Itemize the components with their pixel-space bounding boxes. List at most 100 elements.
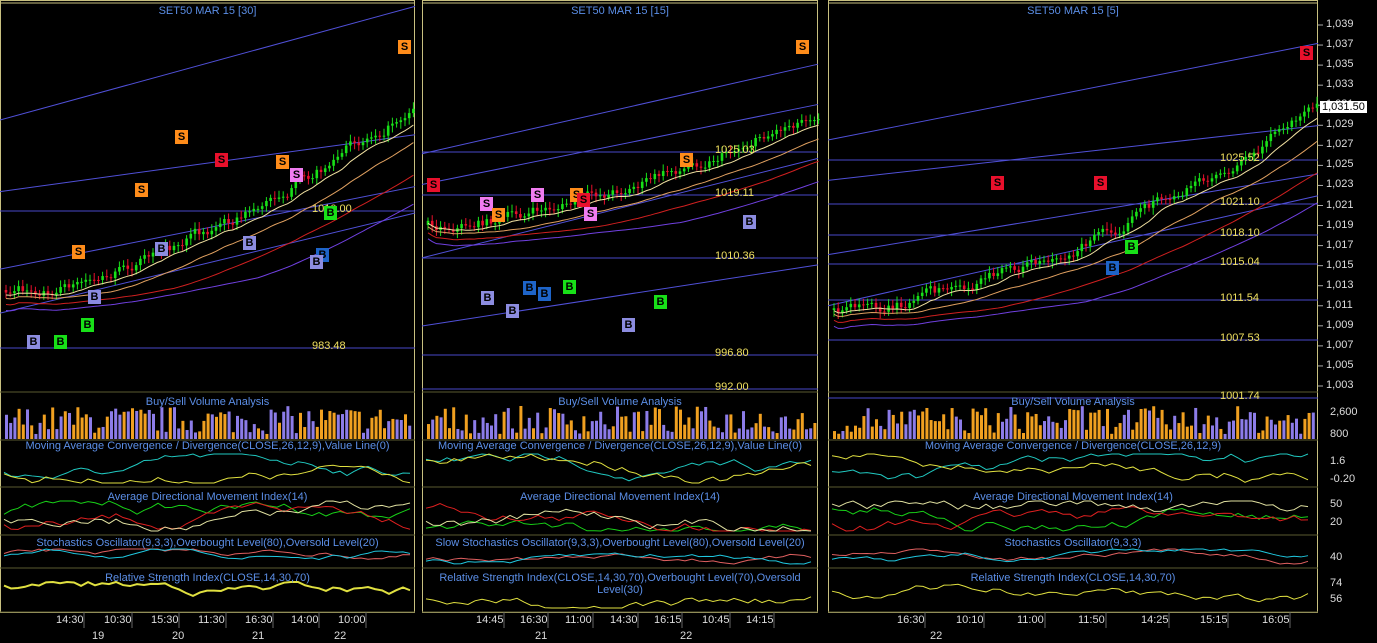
price-label: 1015.04	[1220, 256, 1260, 268]
moving-average	[427, 124, 819, 231]
volume-bar	[1059, 427, 1063, 439]
price-label: 1018.10	[1220, 227, 1260, 239]
candle-body	[21, 286, 25, 292]
candle-body	[34, 291, 37, 295]
volume-bar	[303, 427, 307, 439]
candle-body	[853, 303, 857, 308]
time-label: 14:45	[476, 614, 504, 626]
time-label: 16:30	[520, 614, 548, 626]
volume-bar	[464, 414, 468, 439]
candle-body	[941, 288, 945, 290]
volume-bar	[1152, 406, 1156, 439]
candle-body	[1021, 266, 1025, 272]
volume-bar	[1114, 426, 1118, 439]
candle-body	[750, 146, 753, 148]
volume-bar	[561, 413, 565, 439]
signal-marker: B	[743, 215, 756, 229]
indicator-line	[3, 500, 411, 519]
candle-body	[1059, 258, 1063, 260]
volume-bar	[1219, 428, 1223, 439]
candle-body	[857, 304, 861, 308]
volume-bar	[582, 416, 586, 439]
candle-body	[311, 178, 314, 180]
candle-body	[962, 285, 966, 289]
candle-body	[565, 203, 568, 205]
volume-bar	[1177, 423, 1181, 439]
signal-marker: S	[492, 208, 505, 222]
volume-bar	[1169, 429, 1172, 439]
candle-body	[1130, 216, 1134, 223]
time-label: 16:15	[654, 614, 682, 626]
volume-bar	[590, 421, 594, 439]
candle-body	[485, 219, 489, 226]
volume-bar	[114, 408, 118, 439]
volume-bar	[887, 409, 891, 439]
candle-body	[353, 141, 356, 143]
volume-bar	[345, 409, 349, 439]
volume-bar	[1215, 417, 1219, 439]
candle-body	[724, 152, 728, 154]
volume-bar	[1110, 433, 1114, 439]
indicator-title: Stochastics Oscillator(9,3,3)	[1004, 537, 1142, 549]
volume-bar	[975, 411, 979, 439]
candle-body	[870, 302, 874, 304]
volume-bar	[858, 427, 862, 439]
volume-bar	[784, 416, 787, 439]
trend-line	[0, 5, 416, 121]
candle-body	[130, 268, 134, 271]
candle-body	[1181, 195, 1184, 197]
volume-bar	[89, 417, 92, 439]
volume-bar	[779, 417, 783, 439]
candle-body	[277, 197, 281, 199]
volume-bar	[1143, 408, 1147, 439]
price-axis-label: 1,019	[1326, 218, 1354, 231]
moving-average	[427, 181, 819, 247]
candle-body	[55, 292, 58, 296]
volume-bar	[578, 433, 582, 439]
volume-bar	[1017, 428, 1021, 439]
indicator-title: Average Directional Movement Index(14)	[107, 491, 308, 503]
candle-body	[1122, 231, 1126, 234]
trend-line	[827, 173, 1319, 256]
panel-frame	[422, 0, 818, 613]
volume-bar	[536, 412, 540, 439]
volume-bar	[257, 428, 260, 439]
volume-bar	[1026, 412, 1030, 439]
candle-body	[628, 188, 631, 194]
time-label: 15:15	[1200, 614, 1228, 626]
volume-bar	[122, 411, 126, 439]
volume-bar	[1261, 430, 1265, 439]
indicator-axis-label: 2,600	[1330, 406, 1358, 418]
candle-body	[733, 151, 736, 154]
trend-line	[421, 157, 819, 259]
volume-bar	[1009, 407, 1013, 439]
candle-body	[649, 178, 652, 180]
volume-bar	[908, 411, 912, 439]
volume-bar	[135, 410, 139, 439]
candle-body	[344, 145, 348, 154]
volume-bar	[1278, 420, 1282, 439]
volume-bar	[374, 416, 378, 439]
volume-bar	[796, 419, 800, 439]
volume-bar	[540, 433, 544, 439]
candle-body	[971, 288, 974, 290]
candle-body	[979, 278, 983, 284]
signal-marker: B	[1125, 240, 1138, 254]
candle-body	[1063, 258, 1067, 260]
volume-bar	[189, 420, 193, 439]
volume-bar	[742, 411, 745, 439]
indicator-line	[831, 507, 1309, 532]
candle-body	[244, 211, 247, 218]
candle-body	[328, 165, 331, 169]
candle-body	[1265, 141, 1268, 147]
volume-bar	[185, 430, 189, 439]
signal-marker: B	[1106, 261, 1119, 275]
price-label: 1001.74	[1220, 390, 1260, 402]
candle-body	[813, 120, 816, 122]
volume-bar	[299, 412, 302, 439]
volume-bar	[833, 431, 836, 439]
signal-marker: B	[155, 242, 168, 256]
volume-bar	[1080, 406, 1084, 439]
volume-bar	[900, 411, 904, 439]
